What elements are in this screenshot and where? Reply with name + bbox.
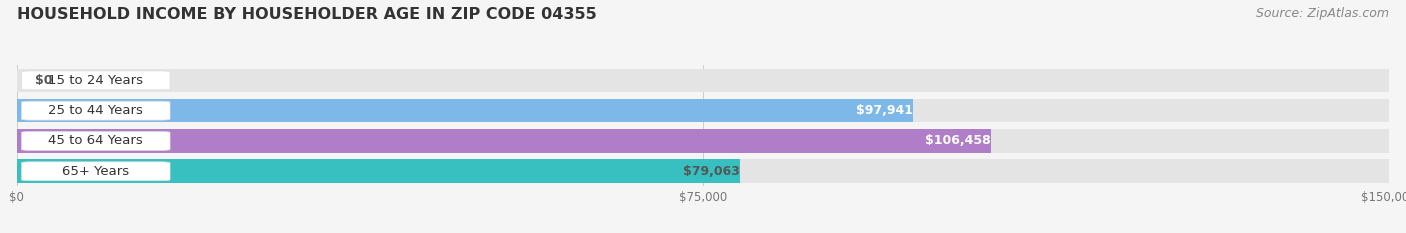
FancyBboxPatch shape	[21, 71, 170, 90]
Text: 65+ Years: 65+ Years	[62, 165, 129, 178]
Text: 15 to 24 Years: 15 to 24 Years	[48, 74, 143, 87]
Text: $106,458: $106,458	[925, 134, 991, 147]
Bar	[17, 129, 1389, 153]
Bar	[17, 69, 1389, 92]
Text: 25 to 44 Years: 25 to 44 Years	[48, 104, 143, 117]
FancyBboxPatch shape	[21, 162, 170, 181]
Bar	[17, 129, 991, 153]
FancyBboxPatch shape	[21, 101, 170, 120]
Bar	[17, 99, 912, 123]
Text: $79,063: $79,063	[683, 165, 740, 178]
Bar	[17, 99, 1389, 123]
FancyBboxPatch shape	[21, 131, 170, 151]
Text: $97,941: $97,941	[856, 104, 912, 117]
Text: Source: ZipAtlas.com: Source: ZipAtlas.com	[1256, 7, 1389, 20]
Text: HOUSEHOLD INCOME BY HOUSEHOLDER AGE IN ZIP CODE 04355: HOUSEHOLD INCOME BY HOUSEHOLDER AGE IN Z…	[17, 7, 596, 22]
Bar	[17, 159, 740, 183]
Text: 45 to 64 Years: 45 to 64 Years	[48, 134, 143, 147]
Bar	[17, 159, 1389, 183]
Text: $0: $0	[35, 74, 52, 87]
